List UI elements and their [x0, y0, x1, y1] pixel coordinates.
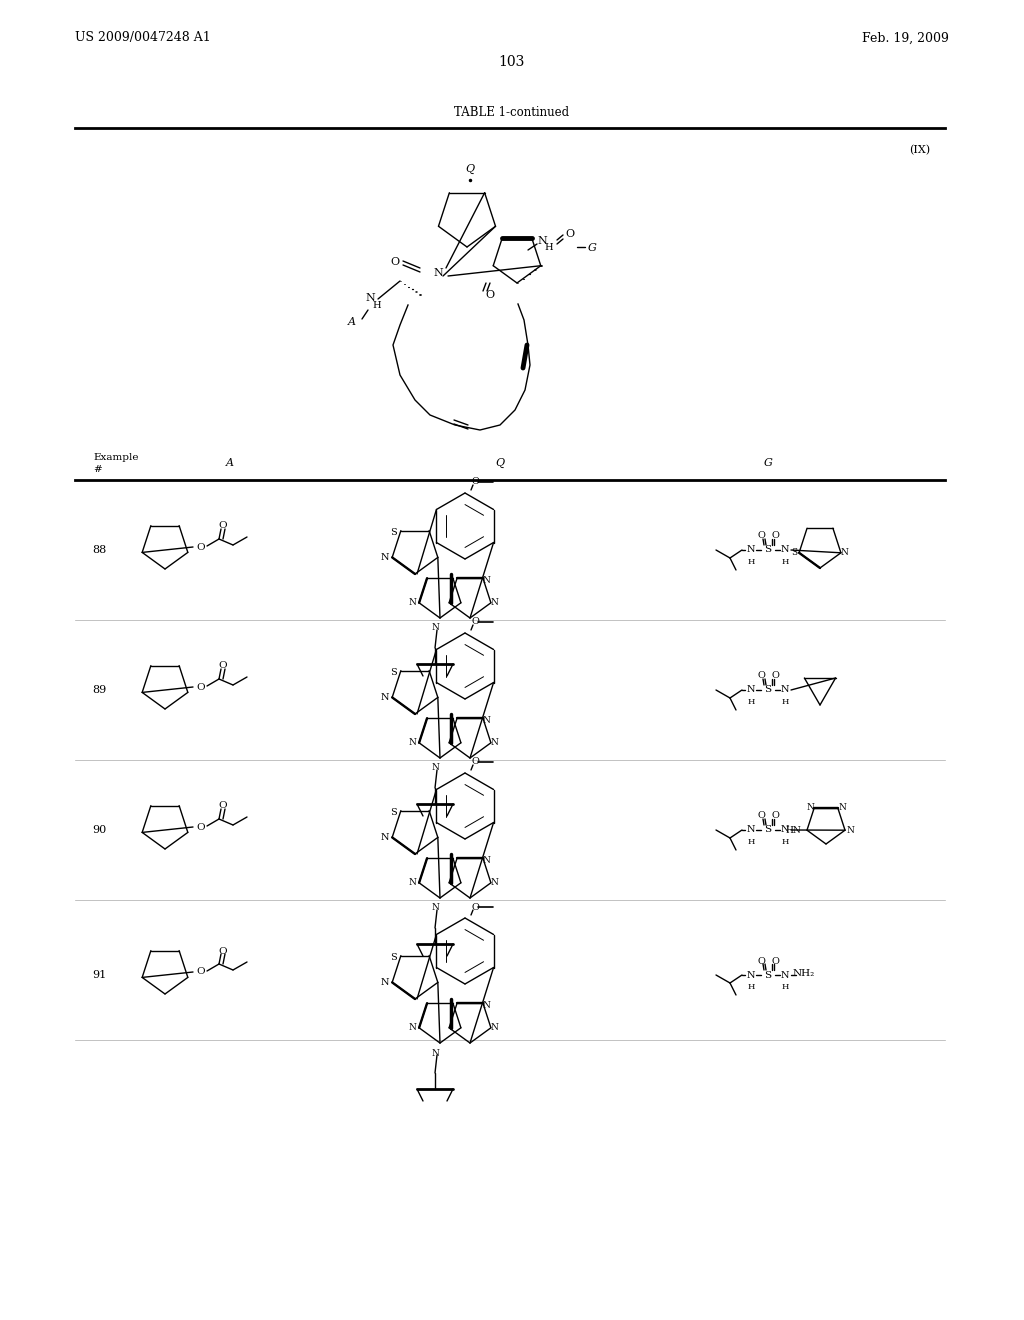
Text: N: N — [490, 878, 499, 887]
Text: O: O — [565, 228, 574, 239]
Text: O: O — [219, 801, 227, 810]
Text: O: O — [219, 521, 227, 531]
Text: #: # — [93, 465, 101, 474]
Text: (IX): (IX) — [909, 145, 931, 156]
Text: Q: Q — [496, 458, 505, 469]
Text: O: O — [771, 532, 779, 540]
Text: A: A — [348, 317, 356, 327]
Text: O: O — [485, 290, 495, 300]
Text: O: O — [471, 618, 479, 627]
Text: N: N — [780, 825, 790, 834]
Text: N: N — [780, 685, 790, 694]
Text: N: N — [746, 685, 756, 694]
Text: H: H — [748, 698, 755, 706]
Text: O: O — [197, 968, 206, 977]
Text: N: N — [780, 545, 790, 554]
Text: N: N — [381, 978, 389, 987]
Text: G: G — [764, 458, 772, 469]
Text: N: N — [483, 715, 490, 725]
Text: O: O — [197, 543, 206, 552]
Text: O: O — [390, 257, 399, 267]
Text: N: N — [483, 1001, 490, 1010]
Text: N: N — [483, 855, 490, 865]
Text: N: N — [409, 1023, 416, 1032]
Text: O: O — [771, 672, 779, 681]
Text: Example: Example — [93, 453, 138, 462]
Text: N: N — [431, 1048, 439, 1057]
Text: NH₂: NH₂ — [793, 969, 815, 978]
Text: H: H — [748, 983, 755, 991]
Text: N: N — [366, 293, 375, 304]
Text: H: H — [545, 243, 553, 252]
Text: S: S — [765, 825, 771, 834]
Text: N: N — [746, 825, 756, 834]
Text: O: O — [471, 478, 479, 487]
Text: N: N — [538, 236, 547, 246]
Text: N: N — [431, 623, 439, 632]
Text: H: H — [781, 983, 788, 991]
Text: N: N — [746, 545, 756, 554]
Text: H: H — [781, 698, 788, 706]
Text: S: S — [765, 545, 771, 554]
Text: N: N — [839, 804, 847, 812]
Text: H: H — [748, 838, 755, 846]
Text: Feb. 19, 2009: Feb. 19, 2009 — [862, 32, 949, 45]
Text: N: N — [490, 1023, 499, 1032]
Text: N: N — [746, 970, 756, 979]
Text: N: N — [431, 763, 439, 772]
Text: 89: 89 — [92, 685, 106, 696]
Text: H: H — [748, 558, 755, 566]
Text: Q: Q — [466, 164, 474, 174]
Text: S: S — [390, 528, 397, 537]
Text: O: O — [219, 661, 227, 671]
Text: S: S — [390, 808, 397, 817]
Text: O: O — [757, 672, 765, 681]
Text: N: N — [409, 878, 416, 887]
Text: 91: 91 — [92, 970, 106, 979]
Text: H: H — [781, 558, 788, 566]
Text: H: H — [373, 301, 381, 309]
Text: N: N — [490, 738, 499, 747]
Text: O: O — [771, 812, 779, 821]
Text: S: S — [765, 685, 771, 694]
Text: O: O — [471, 758, 479, 767]
Text: O: O — [757, 957, 765, 965]
Text: O: O — [197, 682, 206, 692]
Text: N: N — [381, 553, 389, 562]
Text: N: N — [433, 268, 442, 279]
Text: N: N — [806, 804, 814, 812]
Text: O: O — [757, 812, 765, 821]
Text: N: N — [409, 598, 416, 607]
Text: O: O — [771, 957, 779, 965]
Text: N: N — [409, 738, 416, 747]
Text: S: S — [765, 970, 771, 979]
Text: 90: 90 — [92, 825, 106, 836]
Text: S: S — [791, 548, 797, 557]
Text: 103: 103 — [499, 55, 525, 69]
Text: TABLE 1-continued: TABLE 1-continued — [455, 106, 569, 119]
Text: S: S — [390, 668, 397, 677]
Text: G: G — [588, 243, 596, 253]
Text: N: N — [431, 903, 439, 912]
Text: N: N — [841, 548, 849, 557]
Text: 88: 88 — [92, 545, 106, 554]
Text: O: O — [757, 532, 765, 540]
Text: O: O — [219, 946, 227, 956]
Text: S: S — [390, 953, 397, 962]
Text: N: N — [490, 598, 499, 607]
Text: O: O — [471, 903, 479, 912]
Text: HN: HN — [785, 826, 801, 834]
Text: O: O — [197, 822, 206, 832]
Text: US 2009/0047248 A1: US 2009/0047248 A1 — [75, 32, 211, 45]
Text: N: N — [780, 970, 790, 979]
Text: N: N — [381, 693, 389, 702]
Text: N: N — [483, 576, 490, 585]
Text: A: A — [226, 458, 234, 469]
Text: H: H — [781, 838, 788, 846]
Text: N: N — [846, 826, 854, 834]
Text: N: N — [381, 833, 389, 842]
